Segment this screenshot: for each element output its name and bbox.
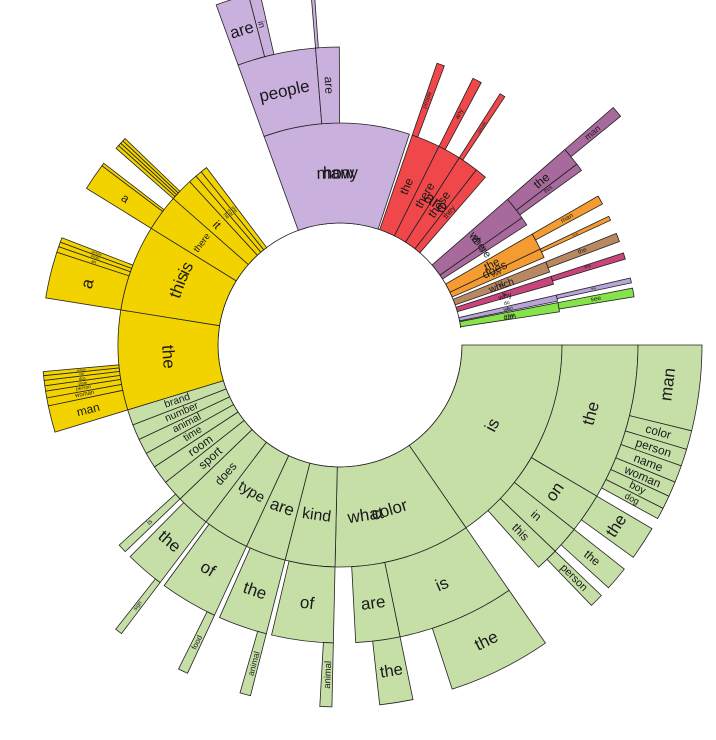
segment-what-type-of[interactable] — [163, 523, 248, 616]
label-are-the: the — [397, 176, 416, 197]
segment-what-kind-of-animal[interactable] — [319, 642, 334, 708]
label-how-many: many — [316, 163, 358, 183]
label-does-this-look: look — [572, 231, 579, 237]
segment-who-is-the[interactable] — [555, 277, 632, 300]
segment-which-is-the[interactable] — [545, 232, 620, 269]
segment-what-does-the-sign[interactable] — [115, 578, 161, 635]
segment-where-are[interactable] — [439, 217, 528, 280]
segment-how-many-are[interactable] — [315, 46, 340, 125]
label-why-is: is — [502, 291, 508, 298]
segment-what-are-the-animal[interactable] — [239, 630, 267, 697]
label-is-the: the — [158, 344, 179, 369]
segment-is-there-any[interactable] — [101, 162, 165, 213]
segment-what-is-this-person[interactable] — [546, 550, 602, 606]
label-is-this-photo: photo — [90, 254, 100, 261]
label-what-are-the-animal: animal — [246, 650, 262, 677]
segment-what-is-on-the[interactable] — [580, 495, 653, 558]
segment-are-they[interactable] — [414, 169, 486, 254]
label-do: do — [503, 300, 510, 307]
label-are-the-people: people — [422, 91, 434, 109]
label-who-is: is — [506, 306, 510, 312]
label-is-this-an: an — [91, 258, 98, 264]
segment-what-is-in-the[interactable] — [560, 528, 625, 589]
label-where-is-this: this — [543, 185, 554, 195]
label-is-the-dog: dog — [78, 375, 85, 381]
segment-is-this-picture[interactable] — [59, 237, 134, 269]
label-are-these-people: people — [476, 120, 487, 134]
label-is-the-man: man — [75, 400, 101, 419]
label-who-is-the: the — [591, 286, 597, 291]
label-can-you: you — [504, 311, 515, 320]
segment-what-color-is-the[interactable] — [431, 589, 547, 690]
segment-where-is-the-man[interactable] — [564, 106, 622, 158]
label-what-sport-is: is — [146, 518, 155, 527]
segment-what-kind-of[interactable] — [271, 560, 336, 644]
segment-what-is-the-dog[interactable] — [600, 478, 664, 520]
label-can: can — [503, 311, 517, 322]
label-can-you-see: see — [590, 295, 602, 304]
label-is-the-person: person — [76, 384, 92, 392]
label-how-many-are: are — [322, 76, 337, 94]
label-why-is-the: the — [584, 263, 593, 271]
label-is-the-woman: woman — [74, 390, 95, 400]
segment-how-many-people-in[interactable] — [248, 0, 275, 58]
segment-are-the-people[interactable] — [411, 62, 445, 138]
segment-what-color-are-the[interactable] — [372, 636, 414, 706]
segment-how-many-are-there[interactable] — [310, 0, 319, 49]
segment-what-are-the[interactable] — [218, 547, 286, 635]
label-why: why — [496, 290, 513, 303]
label-who: who — [503, 305, 514, 313]
segment-are-there-any[interactable] — [438, 77, 482, 151]
label-what-does-the-sign: sign — [133, 600, 144, 612]
segment-are-these-people[interactable] — [458, 93, 506, 161]
segment-is-it-sunny[interactable] — [122, 137, 181, 194]
segment-do[interactable] — [457, 313, 460, 318]
segment-does-this-look[interactable] — [539, 215, 612, 253]
segment-what-sport-is[interactable] — [118, 493, 181, 553]
segment-does-the-man[interactable] — [531, 195, 604, 241]
segment-what-does-the[interactable] — [129, 502, 207, 584]
label-is-the-cat: cat — [79, 372, 84, 376]
segment-is-she[interactable] — [200, 167, 268, 251]
label-what-kind-of-animal: animal — [321, 661, 333, 689]
label-is-this-picture: picture — [91, 250, 102, 257]
label-which-is: is — [497, 280, 505, 289]
label-what-is-the-man: man — [656, 367, 679, 402]
segment-what-type-of-food[interactable] — [177, 611, 215, 674]
label-what-kind: kind — [301, 505, 332, 526]
label-is-that: that — [226, 208, 235, 217]
segments-layer — [42, 0, 703, 708]
label-where-are: are — [478, 244, 488, 253]
label-is-the-picture: picture — [77, 368, 87, 373]
label-how: how — [323, 163, 355, 182]
label-are-there-any: any — [454, 107, 466, 121]
label-what-kind-of: of — [299, 593, 316, 614]
segment-where-is-this[interactable] — [515, 163, 583, 216]
segment-can-you-see[interactable] — [557, 287, 635, 310]
label-is-the-plate: plate — [78, 380, 88, 386]
segment-is-the-picture[interactable] — [42, 364, 120, 377]
label-is-she: she — [230, 205, 239, 214]
label-what-is-the-color: color — [644, 422, 673, 442]
label-how-many-people-in: in — [256, 20, 267, 29]
label-what-color-are-the: the — [379, 660, 404, 681]
label-is-he: he — [222, 212, 231, 221]
segment-why-is-the[interactable] — [550, 252, 626, 282]
label-what-color-are: are — [360, 592, 387, 614]
label-which-is-the: the — [577, 246, 588, 256]
label-does-this: this — [491, 269, 503, 279]
